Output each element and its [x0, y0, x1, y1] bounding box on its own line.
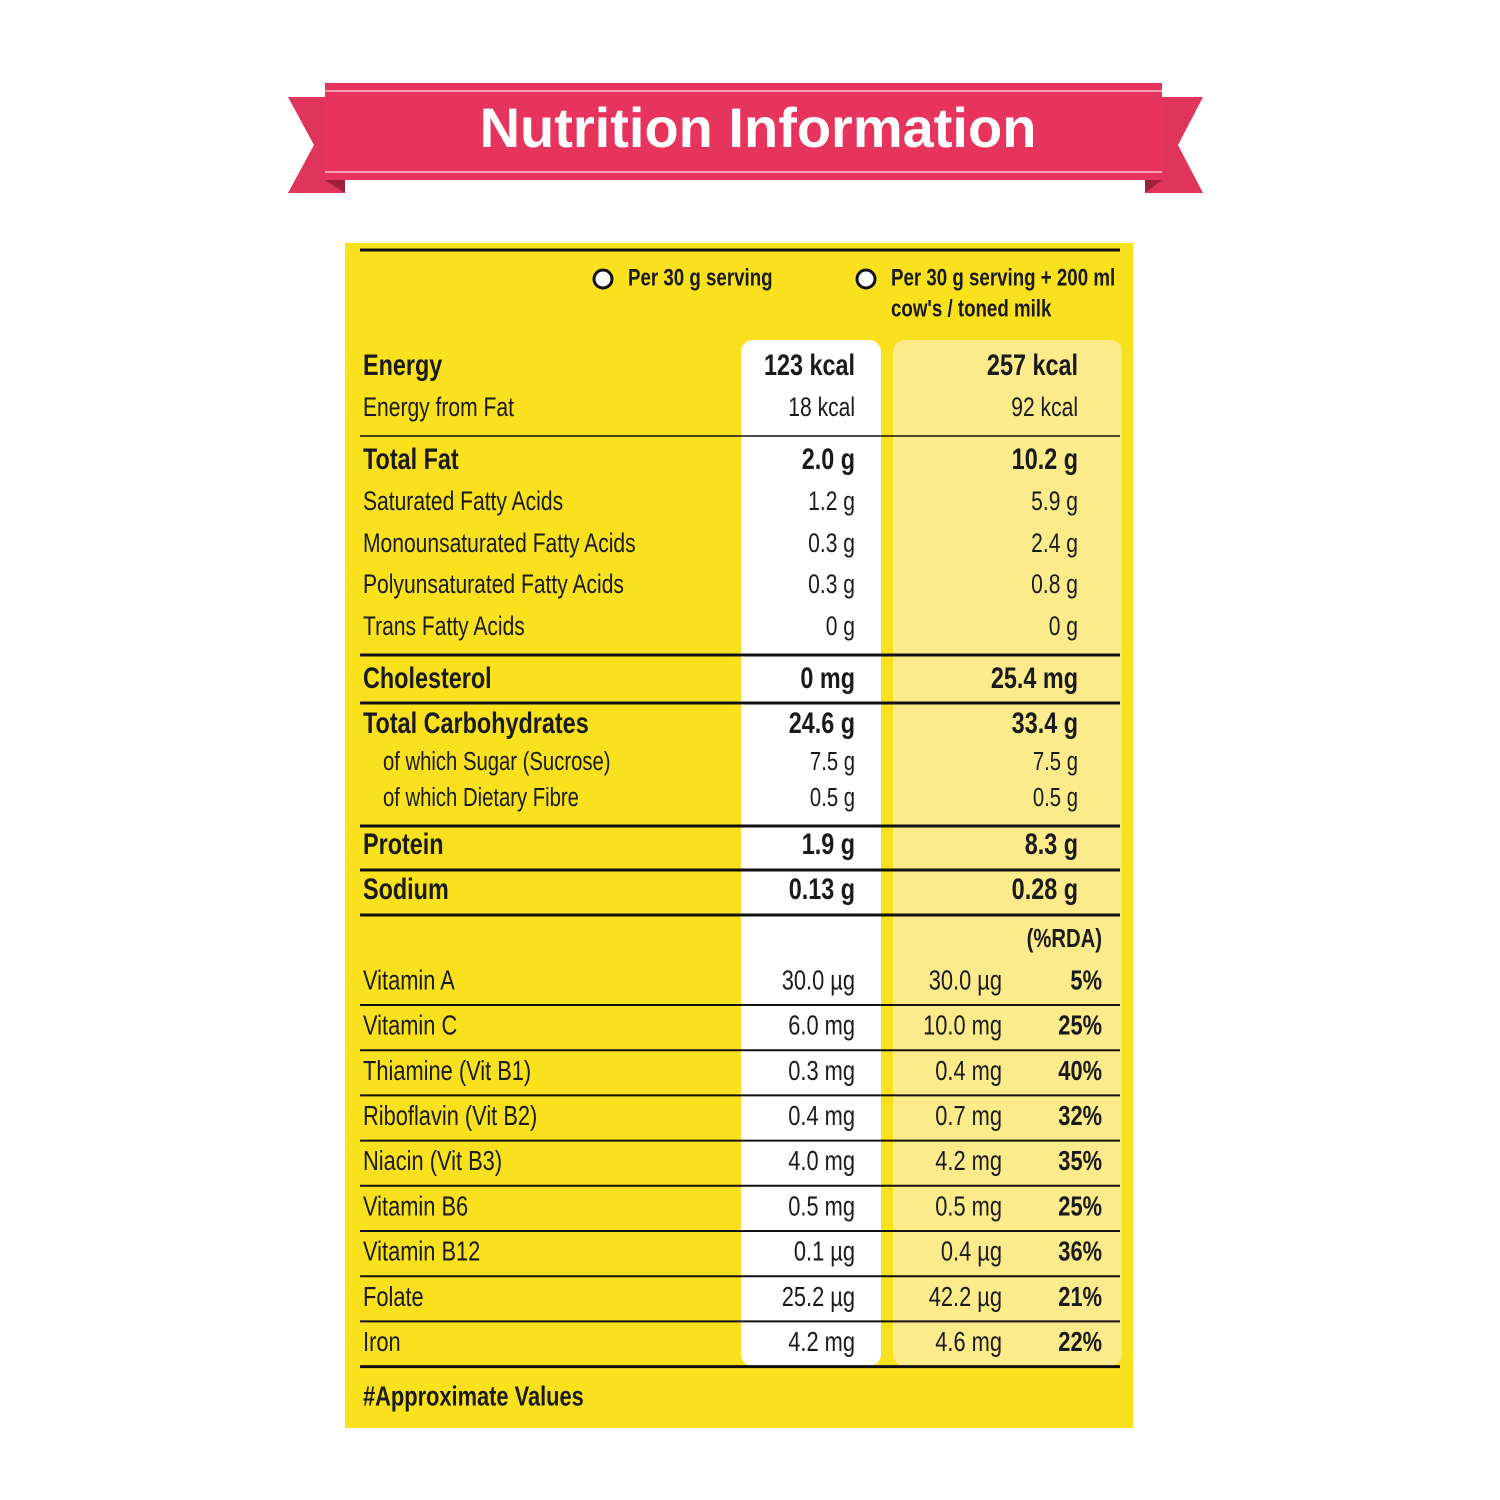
per-serving: 123 kcal — [764, 348, 855, 381]
nutrient-name: Protein — [363, 827, 444, 860]
with-milk: 8.3 g — [1025, 827, 1078, 860]
rda: 32% — [1058, 1100, 1102, 1131]
rda: 40% — [1058, 1055, 1102, 1086]
per-serving: 0.5 mg — [788, 1191, 855, 1222]
with-milk: 4.6 mg — [935, 1326, 1002, 1357]
with-milk: 2.4 g — [1031, 529, 1078, 559]
with-milk: 10.0 mg — [923, 1010, 1002, 1041]
per-serving: 0.4 mg — [788, 1100, 855, 1131]
rda: 36% — [1058, 1236, 1102, 1267]
per-serving: 25.2 µg — [782, 1281, 855, 1312]
rda-header: (%RDA) — [1027, 923, 1102, 952]
per-serving: 1.2 g — [808, 487, 855, 517]
per-serving: 4.2 mg — [788, 1326, 855, 1357]
nutrient-name: Total Fat — [363, 442, 459, 475]
rda: 25% — [1058, 1010, 1102, 1041]
with-milk: 0.28 g — [1012, 872, 1078, 905]
rules — [360, 435, 1120, 1369]
with-milk: 0.7 mg — [935, 1100, 1002, 1131]
rda: 25% — [1058, 1191, 1102, 1222]
table: Per 30 g serving Per 30 g serving + 200 m… — [363, 264, 1115, 1412]
with-milk: 33.4 g — [1012, 706, 1078, 739]
with-milk: 0.5 g — [1033, 782, 1078, 811]
column-marker — [855, 268, 877, 290]
per-serving: 0.3 g — [808, 529, 855, 559]
vitamin-name: Iron — [363, 1326, 401, 1357]
rda: 22% — [1058, 1326, 1102, 1357]
per-serving: 0.3 g — [808, 570, 855, 600]
with-milk: 30.0 µg — [929, 965, 1002, 996]
with-milk: 0.8 g — [1031, 570, 1078, 600]
ribbon-fold — [325, 180, 345, 193]
vitamin-name: Vitamin C — [363, 1010, 457, 1041]
vitamin-name: Vitamin B6 — [363, 1191, 468, 1222]
rda: 21% — [1058, 1281, 1102, 1312]
rda: 35% — [1058, 1146, 1102, 1177]
per-serving: 6.0 mg — [788, 1010, 855, 1041]
rda: 5% — [1070, 965, 1102, 996]
per-serving: 0.3 mg — [788, 1055, 855, 1086]
with-milk: 0.5 mg — [935, 1191, 1002, 1222]
ribbon-fold — [1145, 180, 1162, 193]
nutrient-name: Trans Fatty Acids — [363, 612, 525, 642]
per-serving: 4.0 mg — [788, 1146, 855, 1177]
column-bg — [741, 340, 881, 1366]
nutrient-name: Sodium — [363, 872, 449, 905]
per-serving: 24.6 g — [789, 706, 855, 739]
nutrient-name: Energy — [363, 348, 442, 381]
per-serving: 2.0 g — [802, 442, 855, 475]
with-milk: 0 g — [1049, 612, 1078, 642]
with-milk: 92 kcal — [1011, 393, 1078, 423]
with-milk: 0.4 mg — [935, 1055, 1002, 1086]
nutrient-name: Polyunsaturated Fatty Acids — [363, 570, 624, 600]
per-serving: 18 kcal — [788, 393, 855, 423]
nutrient-name: of which Sugar (Sucrose) — [383, 746, 611, 775]
with-milk: 5.9 g — [1031, 487, 1078, 517]
vitamin-name: Folate — [363, 1281, 424, 1312]
nutrient-name: Monounsaturated Fatty Acids — [363, 529, 636, 559]
banner: Nutrition Information — [288, 83, 1203, 193]
per-serving: 30.0 µg — [782, 965, 855, 996]
with-milk: 0.4 µg — [941, 1236, 1002, 1267]
per-serving: 0.13 g — [789, 872, 855, 905]
per-serving: 7.5 g — [810, 746, 855, 775]
per-serving: 0.5 g — [810, 782, 855, 811]
column-header: Per 30 g serving — [628, 264, 773, 291]
column-marker — [592, 268, 614, 290]
vitamin-name: Vitamin B12 — [363, 1236, 480, 1267]
with-milk: 4.2 mg — [935, 1146, 1002, 1177]
nutrient-name: Saturated Fatty Acids — [363, 487, 563, 517]
column-header: cow's / toned milk — [891, 295, 1051, 322]
with-milk: 257 kcal — [987, 348, 1078, 381]
with-milk: 25.4 mg — [991, 661, 1078, 694]
per-serving: 1.9 g — [802, 827, 855, 860]
with-milk: 42.2 µg — [929, 1281, 1002, 1312]
per-serving: 0 g — [826, 612, 855, 642]
per-serving: 0.1 µg — [794, 1236, 855, 1267]
vitamin-name: Riboflavin (Vit B2) — [363, 1100, 537, 1131]
column-header: Per 30 g serving + 200 ml — [891, 264, 1115, 291]
footnote: #Approximate Values — [363, 1381, 584, 1412]
nutrient-name: Cholesterol — [363, 661, 492, 694]
vitamin-name: Niacin (Vit B3) — [363, 1146, 502, 1177]
nutrient-name: of which Dietary Fibre — [383, 782, 579, 811]
with-milk: 10.2 g — [1012, 442, 1078, 475]
per-serving: 0 mg — [800, 661, 855, 694]
column-bg — [893, 340, 1122, 1366]
nutrient-name: Energy from Fat — [363, 393, 514, 423]
vitamin-name: Thiamine (Vit B1) — [363, 1055, 531, 1086]
vitamin-name: Vitamin A — [363, 965, 455, 996]
nutrient-name: Total Carbohydrates — [363, 706, 589, 739]
with-milk: 7.5 g — [1033, 746, 1078, 775]
ribbon — [325, 83, 1162, 180]
title: Nutrition Information — [480, 96, 1037, 159]
